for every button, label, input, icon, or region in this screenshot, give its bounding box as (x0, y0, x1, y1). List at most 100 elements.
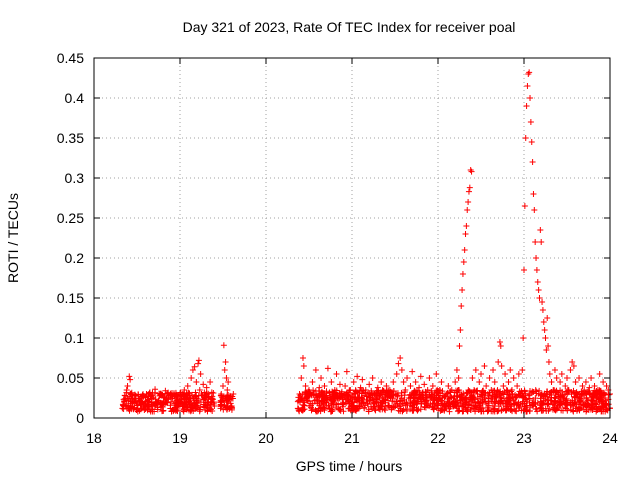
data-point (347, 387, 354, 393)
data-point (402, 387, 409, 393)
data-point (586, 384, 593, 391)
data-point-band (540, 397, 547, 404)
data-point (460, 259, 467, 265)
y-tick-label: 0.1 (65, 330, 85, 346)
data-point-band (327, 408, 334, 415)
data-point (145, 403, 152, 409)
data-point-band (507, 396, 514, 403)
data-point (522, 135, 529, 141)
data-point (500, 383, 507, 389)
data-point (228, 403, 235, 409)
data-point (436, 387, 443, 393)
data-point-band (152, 400, 159, 407)
data-point (512, 395, 519, 401)
data-point-band (453, 389, 460, 396)
data-point (184, 383, 191, 389)
data-point (502, 371, 509, 377)
data-point (191, 363, 198, 370)
data-point-band (399, 407, 406, 414)
data-point-band (414, 407, 421, 414)
y-axis-title: ROTI / TECUs (5, 193, 21, 283)
data-point (355, 397, 362, 404)
data-point (133, 399, 140, 405)
data-point-band (457, 397, 464, 404)
data-point (123, 387, 130, 393)
data-point (555, 391, 562, 397)
data-point-band (462, 400, 469, 407)
data-point-band (372, 407, 379, 414)
data-point (196, 387, 203, 393)
data-point (217, 399, 224, 405)
data-point-band (548, 397, 555, 404)
data-point-band (472, 403, 479, 410)
x-tick-label: 24 (602, 430, 618, 446)
data-point (584, 397, 591, 404)
data-point (543, 347, 550, 353)
data-point-band (526, 407, 533, 414)
data-point (140, 392, 147, 399)
data-point (448, 387, 455, 393)
data-point-band (369, 405, 376, 412)
data-point (551, 367, 558, 373)
data-point-band (534, 399, 541, 406)
data-point-band (361, 404, 368, 411)
x-tick-labels: 18 19 20 21 22 23 24 (86, 430, 618, 446)
data-point (466, 184, 473, 191)
y-tick-label: 0 (76, 410, 84, 426)
data-point (531, 207, 538, 213)
data-point (524, 83, 531, 89)
data-point-band (333, 401, 340, 408)
data-point (457, 327, 464, 333)
data-point (312, 367, 319, 373)
data-point-band (598, 408, 605, 415)
data-point-band (582, 403, 589, 410)
data-point (478, 371, 484, 377)
data-point (601, 395, 608, 401)
data-point (349, 399, 355, 405)
data-point (521, 203, 528, 209)
data-point (483, 383, 490, 389)
data-point-band (509, 390, 516, 397)
data-point-band (472, 399, 479, 406)
data-point-band (477, 404, 484, 411)
data-point (565, 387, 572, 393)
data-point (443, 391, 450, 397)
data-point-band (504, 387, 511, 394)
data-point (548, 379, 555, 385)
data-point (520, 335, 527, 341)
data-point (119, 405, 126, 412)
data-point-band (144, 397, 151, 404)
data-point (572, 379, 579, 385)
data-point (497, 343, 504, 349)
y-tick-labels: 0 0.05 0.1 0.15 0.2 0.25 0.3 0.35 0.4 0.45 (57, 50, 84, 426)
data-point (539, 307, 546, 313)
data-point-band (396, 398, 403, 405)
data-point-band (195, 397, 202, 404)
data-point (461, 247, 468, 253)
data-point-band (389, 398, 396, 405)
data-point-band (185, 401, 192, 408)
data-point (603, 383, 610, 389)
data-point (127, 376, 134, 383)
data-point (155, 397, 162, 404)
data-point (362, 387, 369, 393)
data-point (527, 119, 534, 125)
data-point (414, 399, 421, 405)
data-point (496, 339, 503, 345)
data-point-band (363, 393, 370, 400)
data-point-band (572, 399, 579, 406)
data-point-band (552, 392, 559, 399)
data-point (177, 391, 184, 397)
data-point-band (376, 404, 383, 411)
data-point-band (407, 400, 414, 407)
data-point (533, 267, 540, 273)
data-point (128, 400, 135, 407)
data-point-band (532, 406, 539, 413)
data-point-band (453, 404, 460, 411)
data-point (495, 359, 502, 365)
data-point (371, 391, 378, 397)
data-point (545, 359, 552, 365)
data-point-band (200, 394, 207, 401)
data-point (195, 360, 202, 367)
data-point (462, 231, 469, 237)
